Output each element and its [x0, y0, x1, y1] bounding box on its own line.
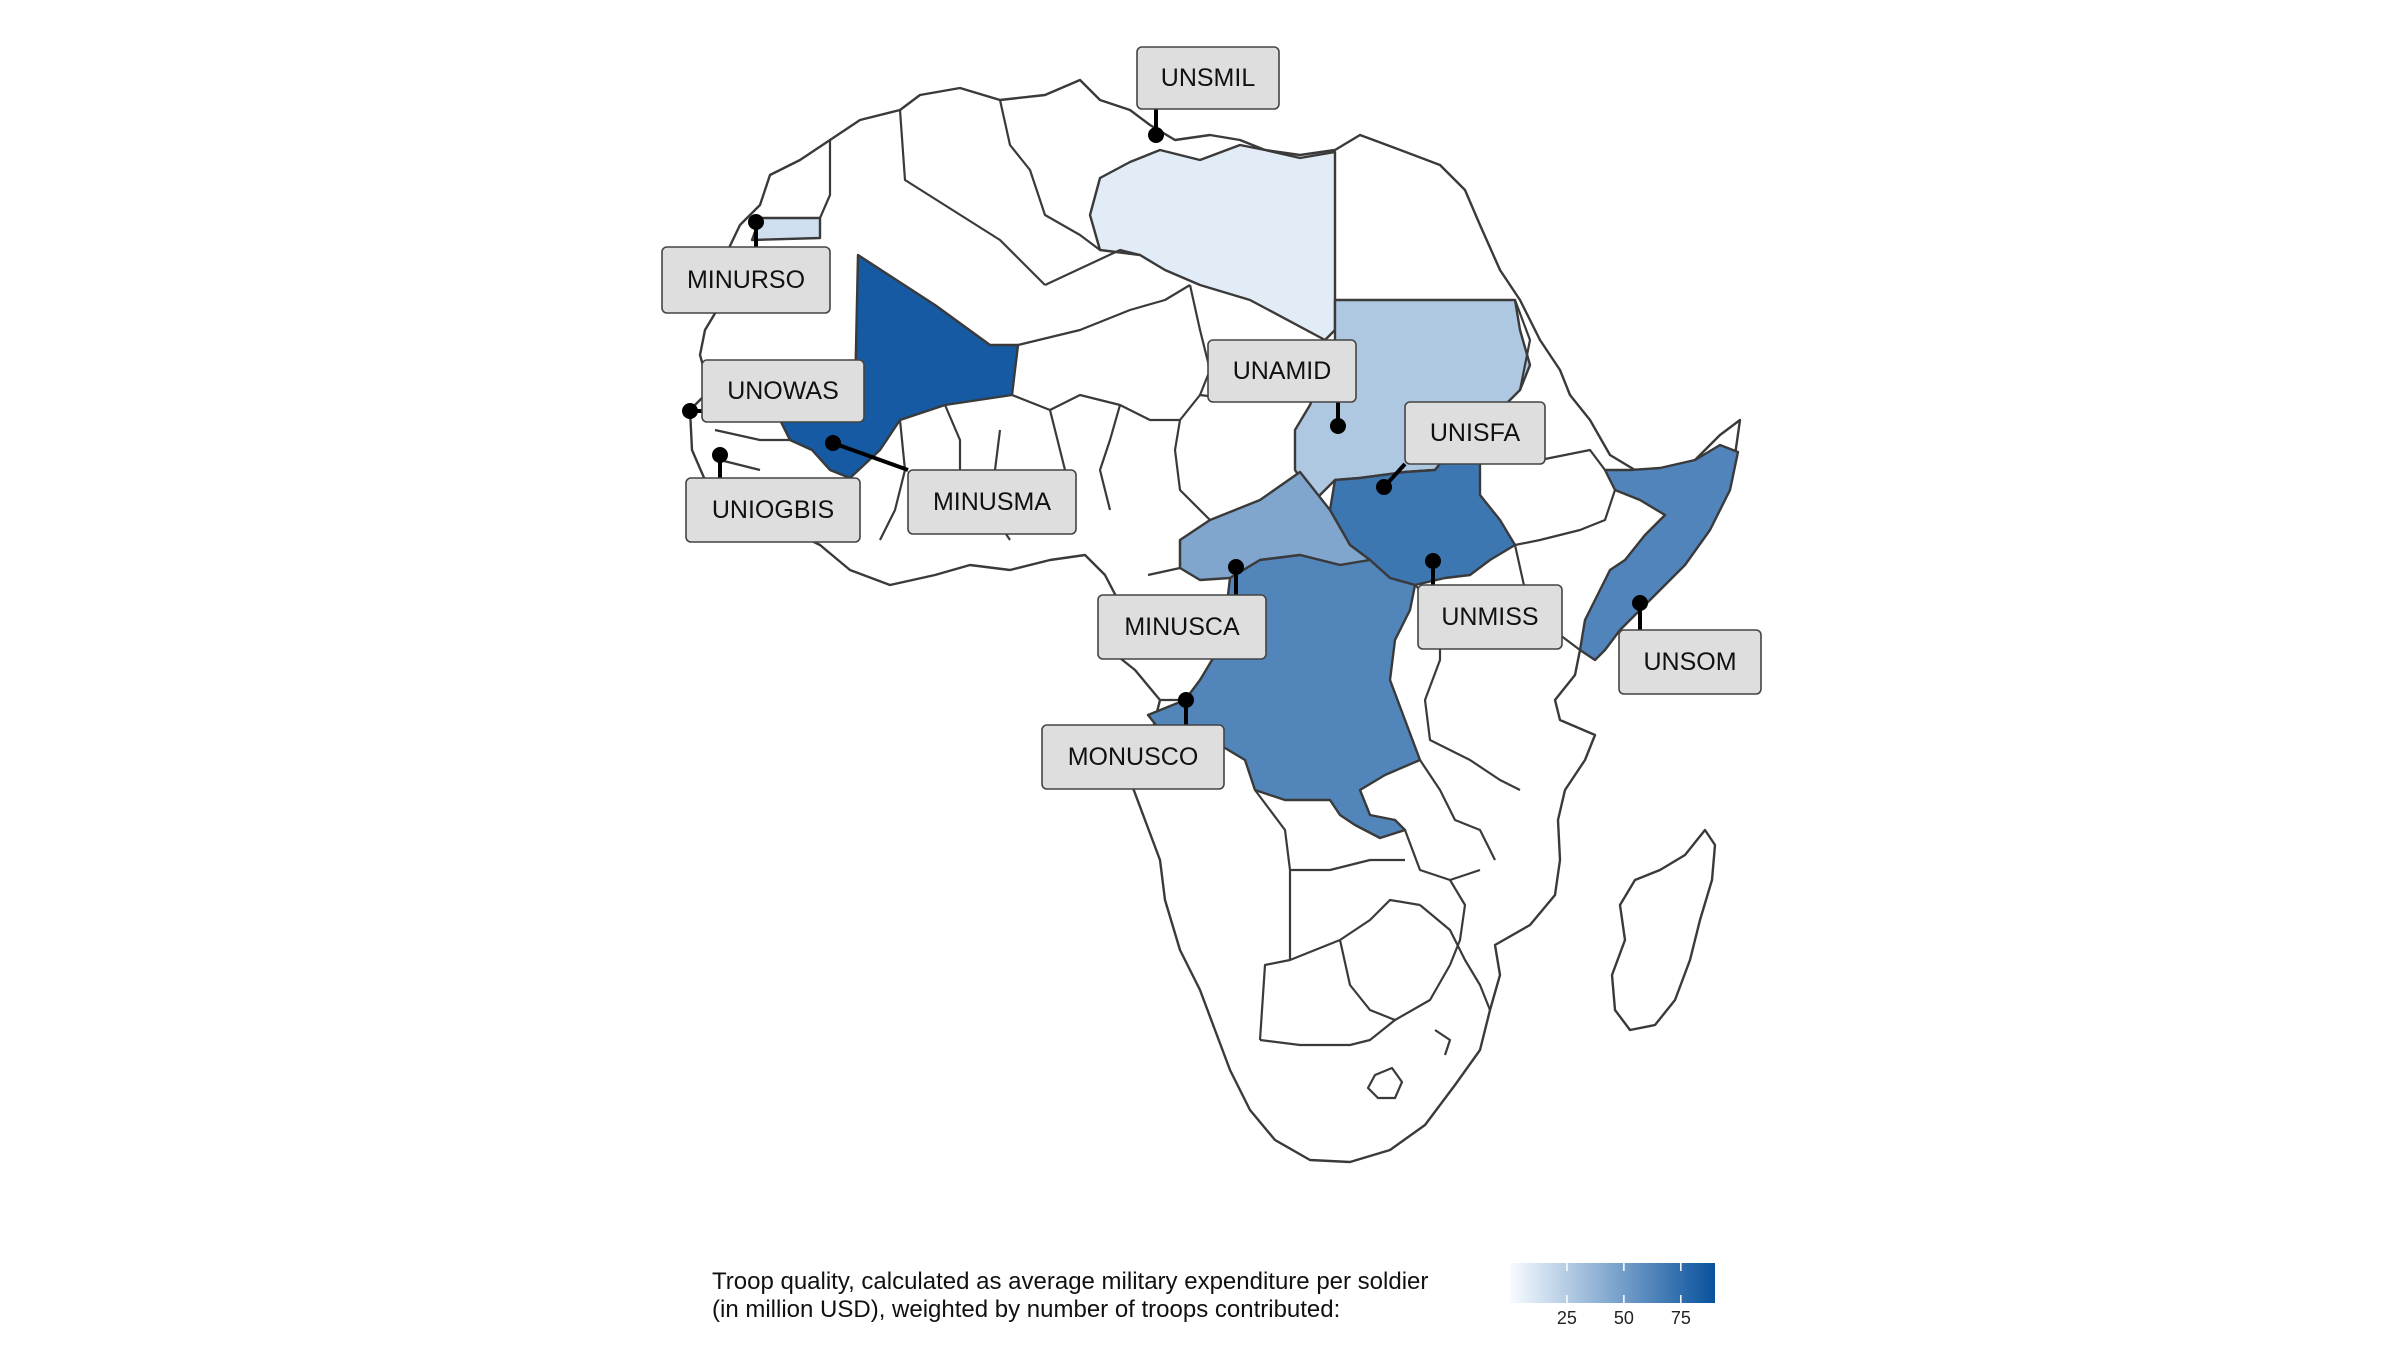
legend-tick-label-50: 50 — [1613, 1308, 1634, 1328]
unmiss-label-box — [1417, 584, 1563, 650]
unmiss-label: UNMISS — [1441, 603, 1538, 631]
uniogbis-label: UNIOGBIS — [712, 496, 834, 524]
legend-title-line2: (in million USD), weighted by number of … — [712, 1296, 1341, 1323]
legend-tick-label-25: 25 — [1556, 1308, 1577, 1328]
minusma-label: MINUSMA — [933, 488, 1051, 516]
legend-colorbar — [1510, 1263, 1715, 1303]
drc-region — [1146, 553, 1422, 840]
unsmil-label: UNSMIL — [1161, 64, 1256, 92]
unsmil-location-dot — [1148, 127, 1164, 143]
unowas-label: UNOWAS — [727, 377, 839, 405]
minusca-location-dot — [1228, 559, 1244, 575]
uniogbis-label-box — [685, 477, 861, 543]
unmiss-location-dot — [1425, 553, 1441, 569]
monusco-location-dot — [1178, 692, 1194, 708]
unamid-label: UNAMID — [1233, 357, 1332, 385]
unowas-location-dot — [682, 403, 698, 419]
minusca-label-box — [1097, 594, 1267, 660]
minurso-label-box — [661, 246, 831, 314]
unisfa-location-dot — [1376, 479, 1392, 495]
monusco-label: MONUSCO — [1068, 743, 1199, 771]
unamid-label-box — [1207, 339, 1357, 403]
madagascar — [1610, 828, 1717, 1032]
uniogbis-location-dot — [712, 447, 728, 463]
minurso-location-dot — [748, 214, 764, 230]
minusma-location-dot — [825, 435, 841, 451]
minusca-label: MINUSCA — [1124, 613, 1240, 641]
legend-title-line1: Troop quality, calculated as average mil… — [712, 1268, 1429, 1295]
minusma-leader-line — [832, 441, 909, 472]
legend-title: Troop quality, calculated as average mil… — [712, 1268, 1512, 1324]
unowas-label-box — [701, 359, 865, 423]
unsmil-label-box — [1136, 46, 1280, 110]
unsom-label: UNSOM — [1643, 648, 1736, 676]
country-borders — [714, 99, 1617, 1056]
unisfa-label: UNISFA — [1430, 419, 1521, 447]
minurso-label: MINURSO — [687, 266, 805, 294]
unsom-location-dot — [1632, 595, 1648, 611]
monusco-label-box — [1041, 724, 1225, 790]
lesotho — [1366, 1066, 1404, 1100]
unsom-label-box — [1618, 629, 1762, 695]
somalia-region — [1578, 443, 1740, 662]
minusma-label-box — [907, 469, 1077, 535]
unamid-location-dot — [1330, 418, 1346, 434]
unisfa-label-box — [1404, 401, 1546, 465]
legend-tick-label-75: 75 — [1670, 1308, 1691, 1328]
